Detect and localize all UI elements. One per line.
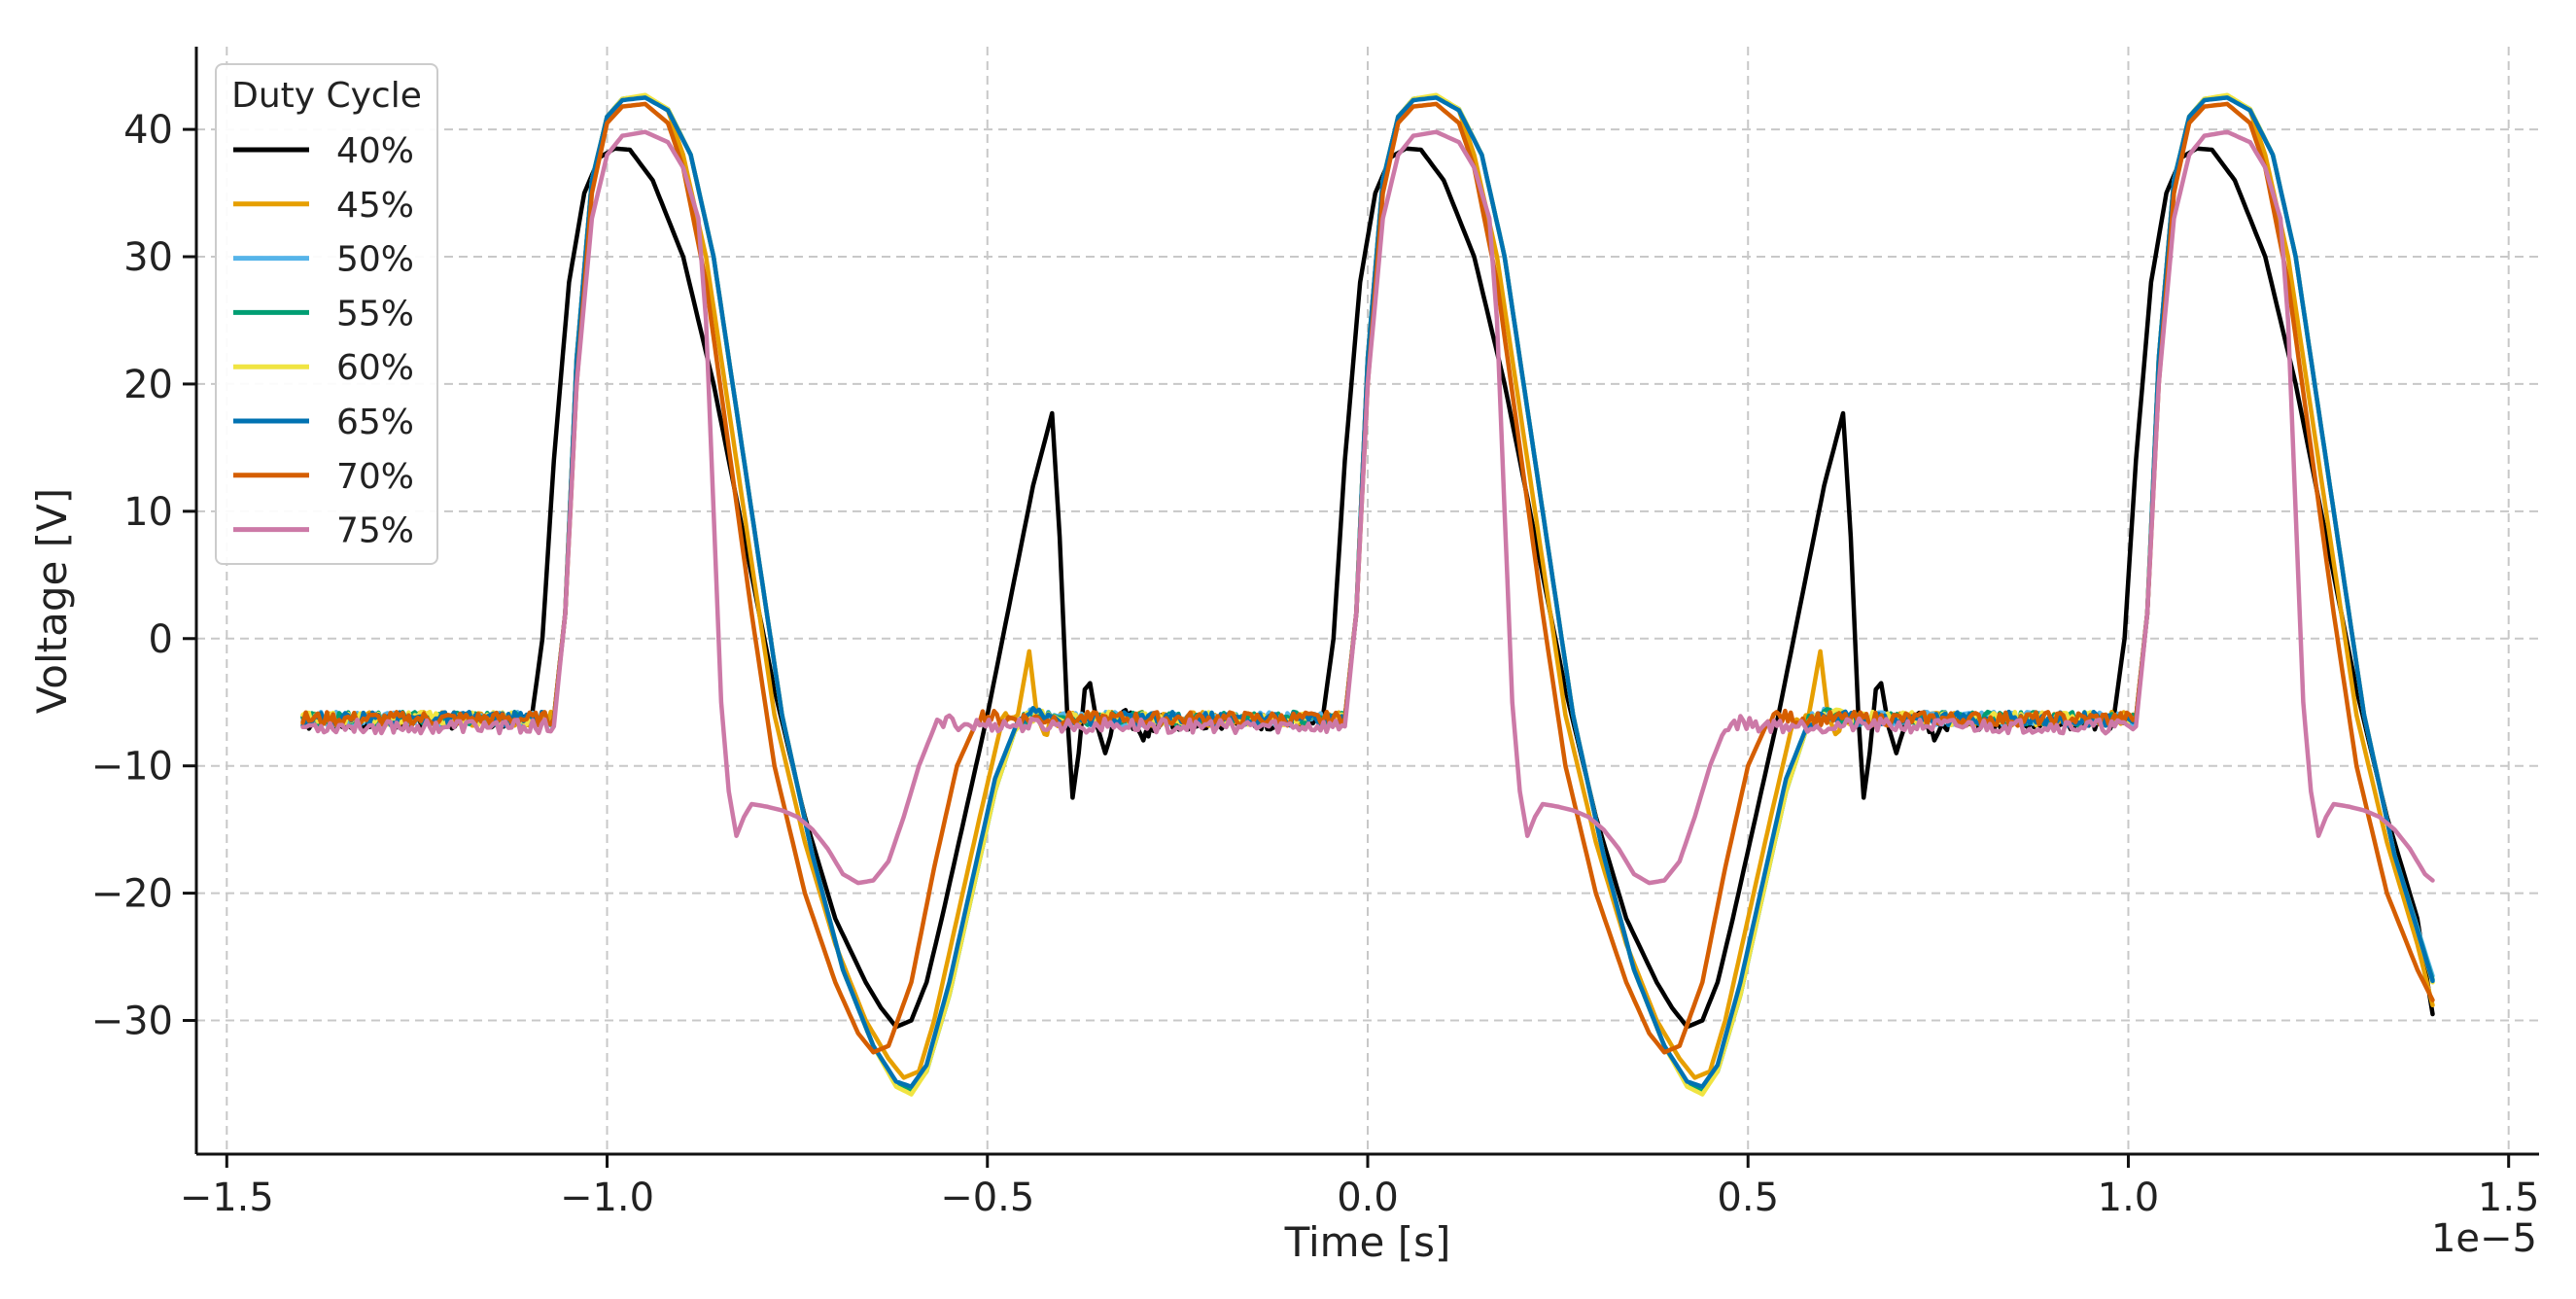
y-tick-label: 10	[123, 490, 173, 535]
y-tick-label: 0	[149, 617, 173, 662]
y-tick-label: −10	[91, 745, 173, 790]
legend-label: 40%	[336, 131, 414, 171]
legend-label: 75%	[336, 511, 414, 551]
legend: Duty Cycle 40% 45% 50% 55% 60% 65% 70% 75%	[215, 63, 438, 565]
legend-box	[215, 63, 438, 565]
legend-label: 70%	[336, 457, 414, 497]
x-tick-label: 1.5	[2478, 1176, 2540, 1220]
x-tick-label: 0.0	[1337, 1176, 1399, 1220]
x-tick-label: 1.0	[2098, 1176, 2160, 1220]
y-tick-label: 20	[123, 363, 173, 407]
y-axis-label: Voltage [V]	[28, 488, 76, 714]
series-line-75pct	[300, 129, 2435, 886]
y-tick-label: −30	[91, 1000, 173, 1044]
y-axis-ticks: −30 −20 −10 0 10 20 30 40	[91, 108, 196, 1044]
legend-label: 50%	[336, 240, 414, 280]
x-tick-label: 0.5	[1717, 1176, 1779, 1220]
x-axis-label: Time [s]	[1284, 1218, 1451, 1266]
x-tick-label: −1.0	[560, 1176, 654, 1220]
legend-label: 55%	[336, 294, 414, 334]
y-tick-label: −20	[91, 872, 173, 917]
legend-entries: 40% 45% 50% 55% 60% 65% 70% 75%	[233, 131, 414, 551]
legend-label: 60%	[336, 348, 414, 388]
data-series	[300, 92, 2435, 1097]
x-tick-label: −0.5	[940, 1176, 1034, 1220]
x-offset-label: 1e−5	[2431, 1216, 2537, 1261]
legend-label: 45%	[336, 186, 414, 226]
y-tick-label: 40	[123, 108, 173, 153]
x-axis-ticks: −1.5 −1.0 −0.5 0.0 0.5 1.0 1.5	[180, 1154, 2540, 1220]
x-tick-label: −1.5	[180, 1176, 274, 1220]
legend-label: 65%	[336, 403, 414, 442]
legend-title: Duty Cycle	[231, 76, 422, 116]
y-tick-label: 30	[123, 235, 173, 280]
